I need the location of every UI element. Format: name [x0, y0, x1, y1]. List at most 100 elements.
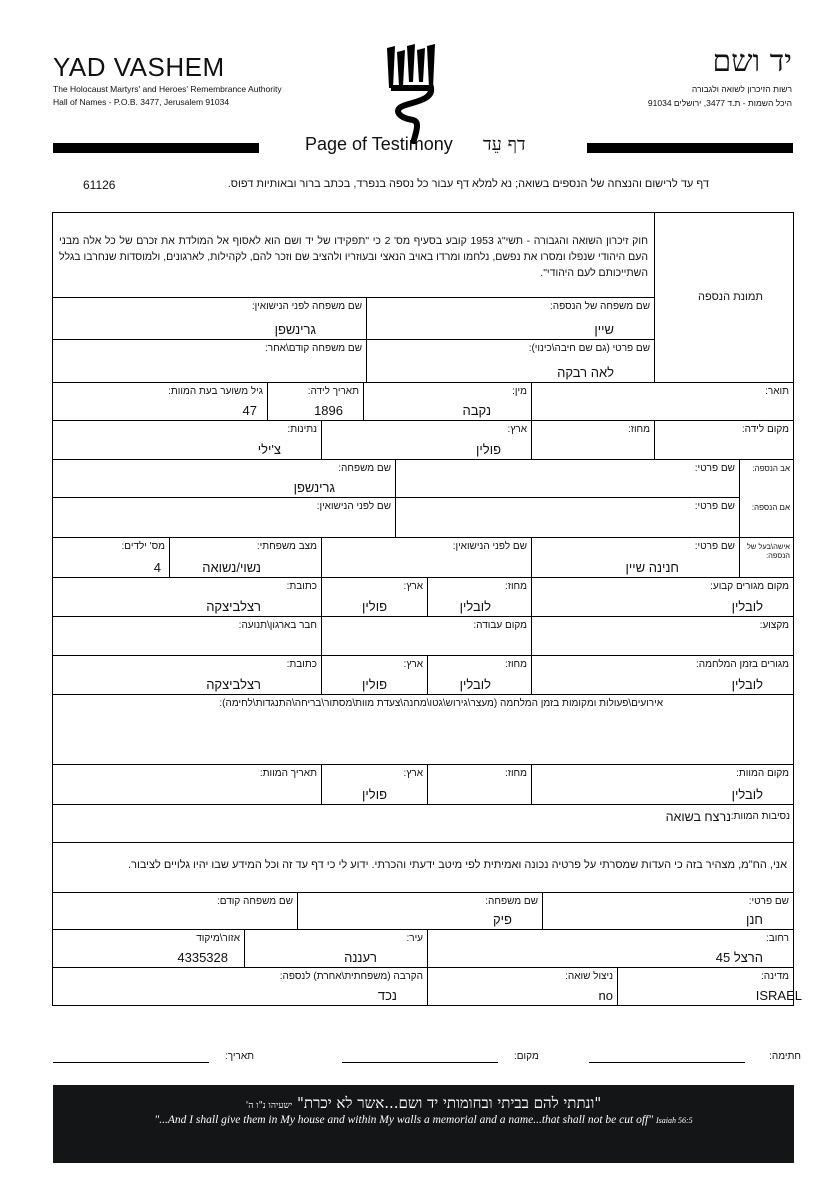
place-label: מקום: [514, 1051, 539, 1062]
submitter-city-field[interactable]: עיר: רעננה [244, 929, 428, 968]
nationality-field[interactable]: נתינות: צ'ילי [52, 420, 322, 460]
victim-maiden-name-field[interactable]: שם משפחה לפני הנישואין: גרינשפן [52, 297, 367, 340]
submitter-survivor-field[interactable]: ניצול שואה: no [427, 967, 618, 1006]
death-place-field[interactable]: מקום המוות: לובלין [531, 764, 794, 805]
victim-title-field[interactable]: תואר: [531, 382, 794, 421]
birth-country-label: ארץ: [507, 424, 527, 435]
submitter-street-field[interactable]: רחוב: הרצל 45 [427, 929, 794, 968]
marital-status-field[interactable]: מצב משפחתי: נשוי/נשואה [169, 537, 322, 578]
birth-country-field[interactable]: ארץ: פולין [321, 420, 532, 460]
father-first-name-label: שם פרטי: [694, 463, 735, 474]
law-text: חוק זיכרון השואה והגבורה - תשי"ג 1953 קו… [59, 235, 649, 279]
submitter-zip-field[interactable]: אזור\מיקוד 4335328 [52, 929, 245, 968]
birth-place-label: מקום לידה: [741, 424, 789, 435]
victim-surname-value: שיין [594, 322, 614, 337]
wartime-district-label: מחוז: [504, 659, 527, 670]
wartime-district-field[interactable]: מחוז: לובלין [427, 655, 532, 695]
yad-vashem-he-title: יד ושם [712, 44, 792, 79]
victim-maiden-name-label: שם משפחה לפני הנישואין: [251, 301, 362, 312]
death-circumstances-field[interactable]: נסיבות המוות: נרצח בשואה [52, 804, 794, 843]
victim-first-name-value: לאה רבקה [557, 365, 614, 380]
victim-previous-name-field[interactable]: שם משפחה קודם\אחר: [52, 339, 367, 383]
nationality-label: נתינות: [287, 424, 317, 435]
yad-vashem-logo-icon [387, 44, 435, 144]
workplace-label: מקום עבודה: [473, 620, 527, 631]
residence-district-field[interactable]: מחוז: לובלין [427, 577, 532, 617]
signature-label: חתימה: [769, 1051, 801, 1062]
spouse-first-name-field[interactable]: שם פרטי: חנינה שיין [531, 537, 740, 578]
date-line[interactable] [53, 1061, 209, 1063]
residence-country-field[interactable]: ארץ: פולין [321, 577, 428, 617]
death-date-field[interactable]: תאריך המוות: [52, 764, 322, 805]
victim-title-label: תואר: [765, 386, 789, 397]
photo-cell[interactable]: תמונת הנספה [654, 212, 794, 383]
submitter-surname-field[interactable]: שם משפחה: פיק [297, 892, 543, 930]
workplace-field[interactable]: מקום עבודה: [321, 616, 532, 656]
submitter-first-name-field[interactable]: שם פרטי: חנן [542, 892, 794, 930]
submitter-survivor-value: no [598, 988, 613, 1003]
wartime-address-value: רצלביצקה [206, 677, 261, 692]
children-count-field[interactable]: מס' ילדים: 4 [52, 537, 170, 578]
mother-maiden-name-label: שם לפני הנישואין: [316, 501, 391, 512]
victim-maiden-name-value: גרינשפן [274, 322, 316, 337]
children-count-value: 4 [153, 560, 161, 575]
banner-hebrew-quote: "ונתתי להם בביתי ובחומותי יד ושם...אשר ל… [296, 1094, 602, 1112]
signature-line[interactable] [589, 1061, 745, 1063]
submitter-country-field[interactable]: מדינה: ISRAEL [617, 967, 802, 1006]
submitter-street-value: הרצל 45 [715, 950, 763, 965]
victim-age-value: 47 [242, 403, 257, 418]
profession-field[interactable]: מקצוע: [531, 616, 794, 656]
submitter-previous-name-label: שם משפחה קודם: [216, 896, 293, 907]
submitter-zip-label: אזור\מיקוד [196, 933, 240, 944]
mother-maiden-name-field[interactable]: שם לפני הנישואין: [52, 497, 396, 538]
residence-address-field[interactable]: כתובת: רצלביצקה [52, 577, 322, 617]
nationality-value: צ'ילי [257, 442, 281, 457]
father-surname-label: שם משפחה: [338, 463, 391, 474]
page-title-en: Page of Testimony [305, 134, 453, 154]
death-district-field[interactable]: מחוז: [427, 764, 532, 805]
wartime-address-field[interactable]: כתובת: רצלביצקה [52, 655, 322, 695]
submitter-survivor-label: ניצול שואה: [565, 971, 613, 982]
death-circumstances-value: נרצח בשואה [665, 810, 731, 824]
place-line[interactable] [342, 1061, 498, 1063]
wartime-country-value: פולין [362, 677, 387, 692]
wartime-district-value: לובלין [459, 677, 491, 692]
victim-birth-date-field[interactable]: תאריך לידה: 1896 [267, 382, 364, 421]
birth-district-field[interactable]: מחוז: [531, 420, 655, 460]
header-divider-left [53, 143, 259, 153]
profession-label: מקצוע: [759, 620, 789, 631]
organization-field[interactable]: חבר בארגון\תנועה: [52, 616, 322, 656]
header-divider-right [587, 143, 793, 153]
submitter-relation-field[interactable]: הקרבה (משפחתית\אחרת) לנספה: נכד [52, 967, 428, 1006]
wartime-country-field[interactable]: ארץ: פולין [321, 655, 428, 695]
birth-district-label: מחוז: [627, 424, 650, 435]
mother-first-name-field[interactable]: שם פרטי: [395, 497, 740, 538]
victim-age-field[interactable]: גיל משוער בעת המוות: 47 [52, 382, 268, 421]
victim-gender-field[interactable]: מין: נקבה [363, 382, 532, 421]
victim-gender-label: מין: [512, 386, 527, 397]
victim-first-name-label: שם פרטי (גם שם חיבה\כינוי): [528, 343, 650, 354]
father-surname-field[interactable]: שם משפחה: גרינשפן [52, 459, 396, 498]
spouse-maiden-name-field[interactable]: שם לפני הנישואין: [321, 537, 532, 578]
victim-gender-value: נקבה [462, 403, 491, 418]
en-subtitle-address: Hall of Names - P.O.B. 3477, Jerusalem 9… [53, 97, 230, 107]
birth-country-value: פולין [476, 442, 501, 457]
residence-place-field[interactable]: מקום מגורים קבוע: לובלין [531, 577, 794, 617]
submitter-previous-name-field[interactable]: שם משפחה קודם: [52, 892, 298, 930]
death-country-field[interactable]: ארץ: פולין [321, 764, 428, 805]
quote-banner: "ונתתי להם בביתי ובחומותי יד ושם...אשר ל… [53, 1085, 794, 1163]
wartime-residence-value: לובלין [731, 677, 763, 692]
spouse-label-cell: אישה\בעל של הנספה: [739, 537, 794, 578]
date-label: תאריך: [225, 1051, 255, 1062]
wartime-events-field[interactable]: אירועים\פעולות ומקומות בזמן המלחמה (מעצר… [52, 694, 794, 765]
victim-surname-field[interactable]: שם משפחה של הנספה: שיין [366, 297, 655, 340]
yad-vashem-en-title: YAD VASHEM [53, 52, 225, 82]
death-place-value: לובלין [731, 787, 763, 802]
birth-place-field[interactable]: מקום לידה: [654, 420, 794, 460]
father-surname-value: גרינשפן [293, 480, 335, 495]
wartime-residence-field[interactable]: מגורים בזמן המלחמה: לובלין [531, 655, 794, 695]
death-date-label: תאריך המוות: [259, 768, 317, 779]
victim-first-name-field[interactable]: שם פרטי (גם שם חיבה\כינוי): לאה רבקה [366, 339, 655, 383]
father-first-name-field[interactable]: שם פרטי: [395, 459, 740, 498]
organization-label: חבר בארגון\תנועה: [238, 620, 317, 631]
